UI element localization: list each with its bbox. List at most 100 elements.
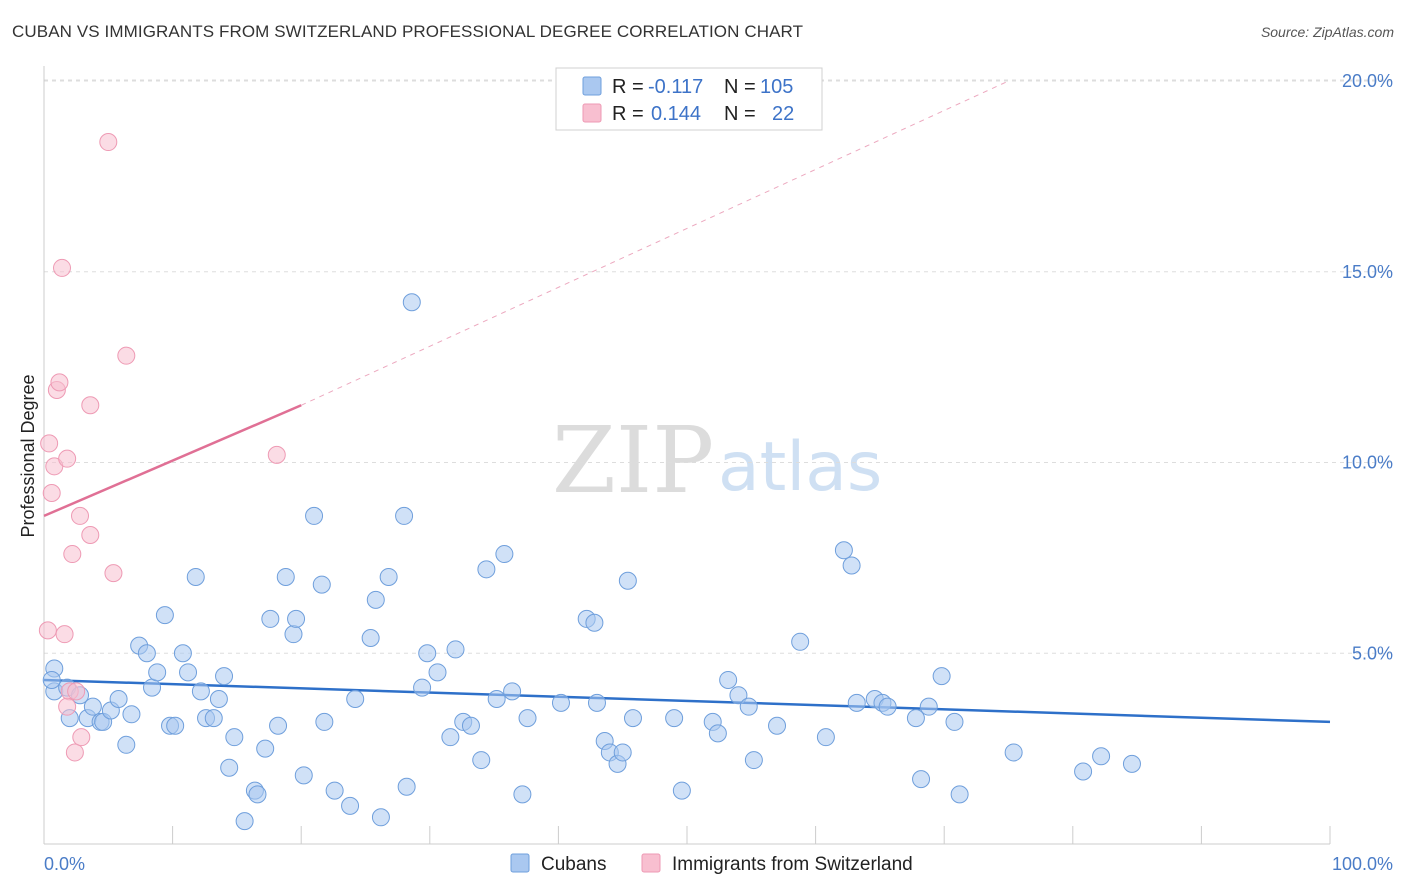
legend-n-label-2: N = — [724, 103, 756, 125]
data-point — [503, 682, 522, 701]
data-point — [55, 625, 74, 644]
legend-swatch-cubans — [582, 76, 602, 96]
data-point — [81, 396, 100, 415]
data-point — [428, 663, 447, 682]
bottom-legend-swatch-switzerland — [641, 853, 661, 873]
data-point — [495, 545, 514, 564]
data-point — [137, 644, 156, 663]
data-point — [518, 709, 537, 728]
data-point — [665, 709, 684, 728]
data-point — [932, 667, 951, 686]
x-tick-label-max: 100.0% — [1332, 854, 1393, 874]
y-tick-label: 5.0% — [1352, 643, 1393, 663]
data-point — [40, 434, 59, 453]
data-point — [284, 625, 303, 644]
data-point — [209, 690, 228, 709]
data-point — [99, 133, 118, 152]
data-point — [294, 766, 313, 785]
data-point — [267, 445, 286, 464]
data-point — [166, 716, 185, 735]
data-point — [672, 781, 691, 800]
series-legend: Cubans Immigrants from Switzerland — [510, 853, 913, 875]
data-point — [1092, 747, 1111, 766]
data-point — [912, 770, 931, 789]
data-point — [708, 724, 727, 743]
data-point — [72, 728, 91, 747]
y-tick-label: 15.0% — [1342, 262, 1393, 282]
data-point — [122, 705, 141, 724]
data-point — [413, 678, 432, 697]
bottom-legend-label-switzerland: Immigrants from Switzerland — [672, 854, 913, 875]
data-point — [81, 525, 100, 544]
data-point — [513, 785, 532, 804]
watermark-atlas: atlas — [718, 428, 882, 507]
data-point — [366, 590, 385, 609]
data-point — [585, 613, 604, 632]
data-point — [104, 564, 123, 583]
data-point — [719, 670, 738, 689]
y-tick-label: 20.0% — [1342, 71, 1393, 91]
data-point — [402, 293, 421, 312]
legend-r-value-2: 0.144 — [651, 103, 701, 125]
legend-n-label-1: N = — [724, 76, 756, 98]
data-point — [235, 812, 254, 831]
data-point — [65, 743, 84, 762]
data-point — [618, 571, 637, 590]
data-point — [919, 697, 938, 716]
data-point — [186, 567, 205, 586]
data-point — [418, 644, 437, 663]
legend-r-label-1: R = — [612, 76, 644, 98]
data-point — [346, 690, 365, 709]
data-point — [117, 735, 136, 754]
data-point — [63, 545, 82, 564]
trend-line — [43, 678, 1331, 724]
data-point — [587, 693, 606, 712]
data-point — [729, 686, 748, 705]
data-point — [791, 632, 810, 651]
data-point — [371, 808, 390, 827]
data-point — [83, 697, 102, 716]
series-switzerland — [38, 133, 286, 762]
data-point — [847, 693, 866, 712]
data-point — [613, 743, 632, 762]
data-point — [950, 785, 969, 804]
legend-r-value-1: -0.117 — [648, 76, 703, 98]
trend-line — [43, 404, 302, 518]
data-point — [842, 556, 861, 575]
data-point — [155, 606, 174, 625]
data-point — [1004, 743, 1023, 762]
data-point — [315, 712, 334, 731]
data-point — [472, 751, 491, 770]
data-point — [38, 621, 57, 640]
data-point — [67, 682, 86, 701]
data-point — [225, 728, 244, 747]
data-points — [38, 133, 1141, 831]
axes: 5.0% 10.0% 15.0% 20.0% 0.0% 100.0% — [43, 66, 1393, 874]
data-point — [58, 449, 77, 468]
data-point — [945, 712, 964, 731]
data-point — [878, 697, 897, 716]
data-point — [276, 567, 295, 586]
data-point — [191, 682, 210, 701]
data-point — [487, 690, 506, 709]
data-point — [744, 751, 763, 770]
data-point — [397, 777, 416, 796]
legend-swatch-switzerland — [582, 103, 602, 123]
data-point — [325, 781, 344, 800]
correlation-legend: R = -0.117 N = 105 R = 0.144 N = 22 — [555, 67, 823, 131]
y-axis-label: Professional Degree — [18, 374, 38, 537]
data-point — [42, 484, 61, 503]
data-point — [312, 575, 331, 594]
series-cubans — [42, 293, 1141, 831]
legend-n-value-2: 22 — [772, 103, 794, 125]
y-tick-label: 10.0% — [1342, 453, 1393, 473]
bottom-legend-label-cubans: Cubans — [541, 854, 607, 875]
data-point — [248, 785, 267, 804]
data-point — [204, 709, 223, 728]
x-tick-label-min: 0.0% — [44, 854, 85, 874]
data-point — [834, 541, 853, 560]
data-point — [58, 697, 77, 716]
data-point — [50, 373, 69, 392]
data-point — [261, 609, 280, 628]
